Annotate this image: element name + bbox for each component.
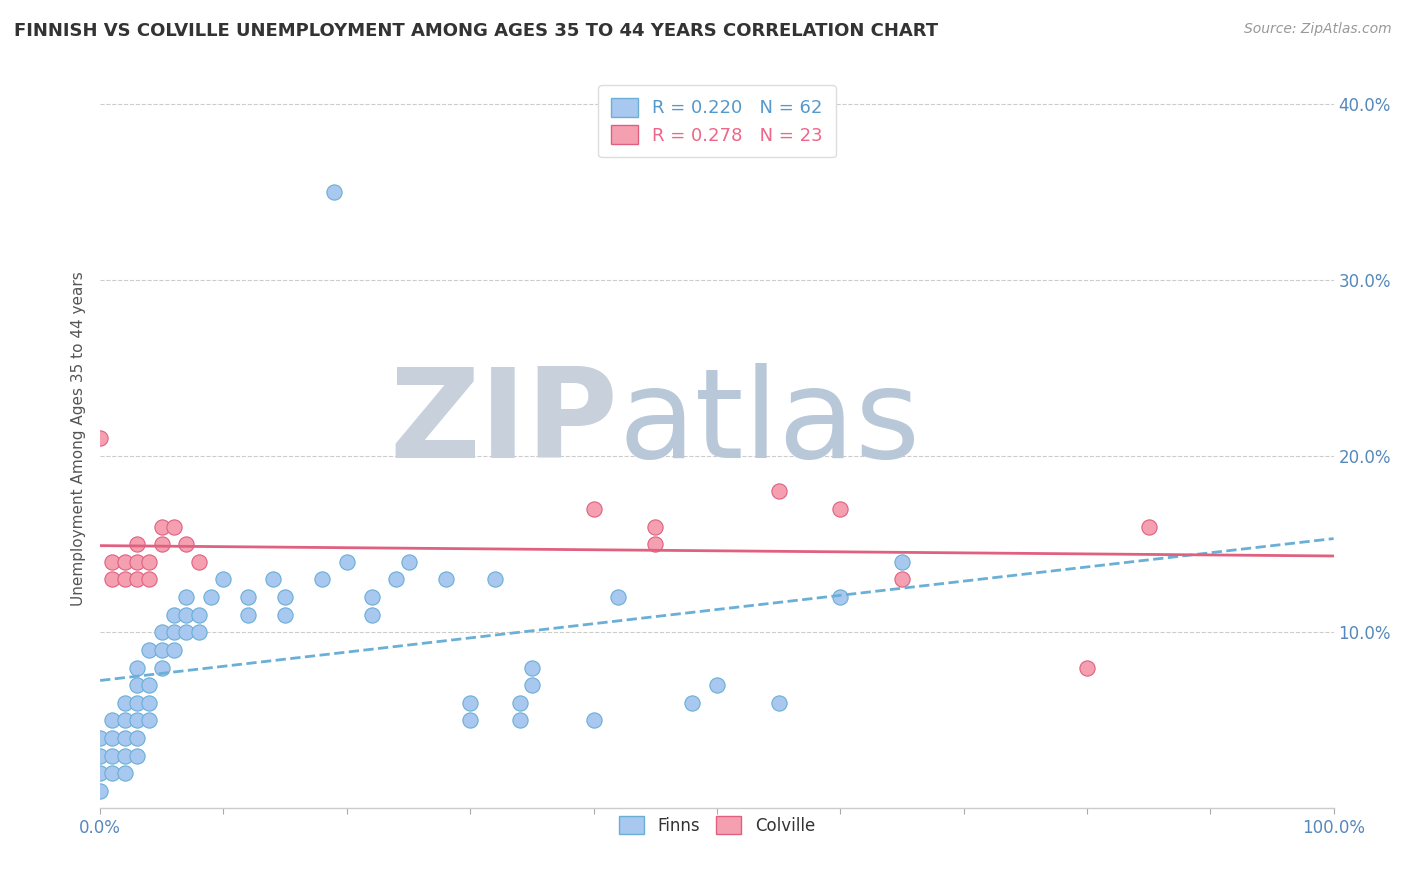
- Finns: [607, 590, 630, 604]
- Colville: [644, 537, 666, 551]
- Finns: [150, 643, 173, 657]
- Finns: [768, 696, 790, 710]
- Finns: [127, 678, 149, 692]
- Finns: [336, 555, 359, 569]
- Colville: [644, 519, 666, 533]
- Colville: [830, 502, 852, 516]
- Finns: [127, 660, 149, 674]
- Finns: [458, 714, 481, 728]
- Colville: [89, 432, 111, 446]
- Colville: [150, 537, 173, 551]
- Finns: [89, 766, 111, 780]
- Finns: [187, 607, 209, 622]
- Finns: [434, 573, 457, 587]
- Colville: [138, 555, 160, 569]
- Finns: [890, 555, 912, 569]
- Finns: [681, 696, 703, 710]
- Finns: [127, 731, 149, 745]
- Finns: [236, 590, 259, 604]
- Text: atlas: atlas: [619, 363, 921, 484]
- Finns: [89, 784, 111, 798]
- Finns: [212, 573, 235, 587]
- Colville: [176, 537, 198, 551]
- Finns: [236, 607, 259, 622]
- Finns: [114, 731, 136, 745]
- Finns: [176, 607, 198, 622]
- Colville: [187, 555, 209, 569]
- Finns: [150, 625, 173, 640]
- Legend: Finns, Colville: Finns, Colville: [609, 805, 825, 845]
- Finns: [89, 731, 111, 745]
- Finns: [127, 714, 149, 728]
- Y-axis label: Unemployment Among Ages 35 to 44 years: Unemployment Among Ages 35 to 44 years: [72, 271, 86, 606]
- Finns: [127, 696, 149, 710]
- Colville: [890, 573, 912, 587]
- Finns: [187, 625, 209, 640]
- Finns: [89, 748, 111, 763]
- Finns: [176, 625, 198, 640]
- Finns: [114, 714, 136, 728]
- Finns: [101, 731, 124, 745]
- Colville: [127, 573, 149, 587]
- Finns: [101, 766, 124, 780]
- Finns: [520, 678, 543, 692]
- Text: ZIP: ZIP: [389, 363, 619, 484]
- Finns: [385, 573, 408, 587]
- Colville: [1137, 519, 1160, 533]
- Finns: [114, 766, 136, 780]
- Finns: [311, 573, 333, 587]
- Finns: [101, 748, 124, 763]
- Colville: [768, 484, 790, 499]
- Colville: [150, 519, 173, 533]
- Finns: [509, 714, 531, 728]
- Colville: [1076, 660, 1098, 674]
- Text: FINNISH VS COLVILLE UNEMPLOYMENT AMONG AGES 35 TO 44 YEARS CORRELATION CHART: FINNISH VS COLVILLE UNEMPLOYMENT AMONG A…: [14, 22, 938, 40]
- Colville: [138, 573, 160, 587]
- Colville: [163, 519, 186, 533]
- Finns: [360, 590, 382, 604]
- Finns: [114, 748, 136, 763]
- Finns: [323, 185, 346, 199]
- Finns: [274, 590, 297, 604]
- Finns: [458, 696, 481, 710]
- Finns: [114, 696, 136, 710]
- Finns: [262, 573, 284, 587]
- Finns: [360, 607, 382, 622]
- Colville: [127, 537, 149, 551]
- Finns: [582, 714, 605, 728]
- Finns: [509, 696, 531, 710]
- Finns: [138, 696, 160, 710]
- Colville: [114, 573, 136, 587]
- Colville: [101, 573, 124, 587]
- Finns: [150, 660, 173, 674]
- Finns: [163, 607, 186, 622]
- Finns: [176, 590, 198, 604]
- Finns: [138, 714, 160, 728]
- Finns: [101, 714, 124, 728]
- Finns: [830, 590, 852, 604]
- Finns: [163, 643, 186, 657]
- Colville: [114, 555, 136, 569]
- Colville: [127, 555, 149, 569]
- Colville: [582, 502, 605, 516]
- Finns: [706, 678, 728, 692]
- Finns: [274, 607, 297, 622]
- Text: Source: ZipAtlas.com: Source: ZipAtlas.com: [1244, 22, 1392, 37]
- Finns: [127, 748, 149, 763]
- Finns: [200, 590, 222, 604]
- Finns: [484, 573, 506, 587]
- Finns: [398, 555, 420, 569]
- Finns: [163, 625, 186, 640]
- Finns: [138, 643, 160, 657]
- Colville: [101, 555, 124, 569]
- Finns: [520, 660, 543, 674]
- Finns: [138, 678, 160, 692]
